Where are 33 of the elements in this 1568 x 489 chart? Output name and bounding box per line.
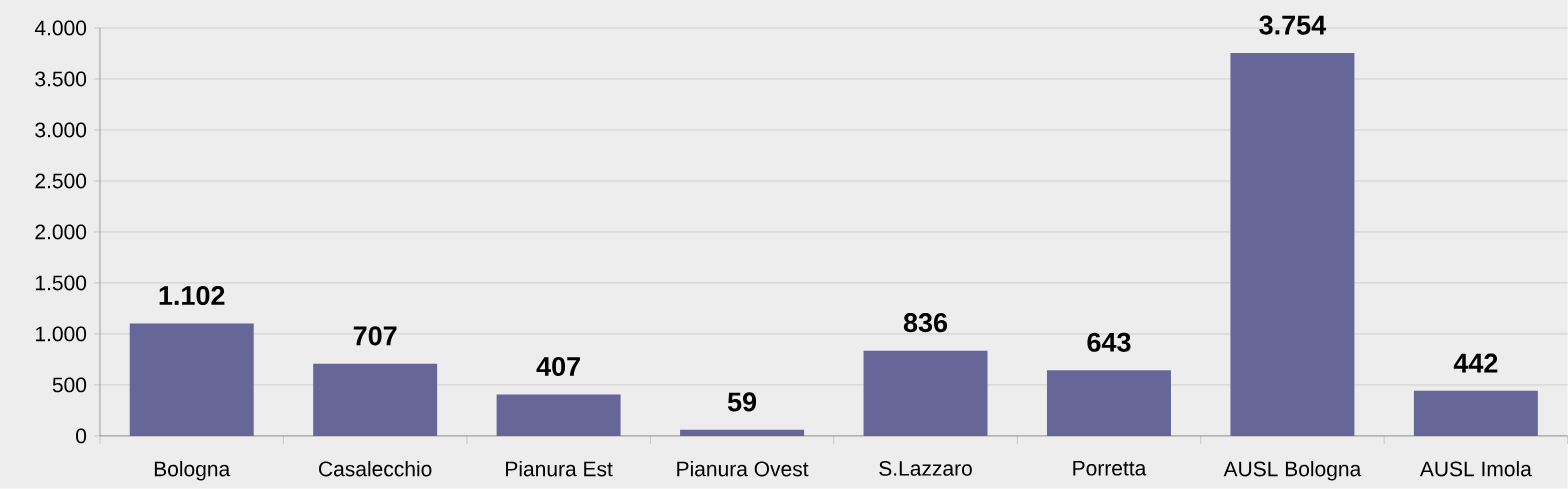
y-tick-label: 500 [52,377,87,393]
x-tick-label: AUSL Imola [1419,461,1532,477]
data-label: 836 [903,313,948,333]
y-tick-label: 4.000 [34,20,87,36]
data-label: 707 [353,326,397,346]
y-tick-label: 1.500 [35,275,87,291]
data-label: 1.102 [159,286,225,306]
data-label: 407 [536,356,580,377]
bar [1046,370,1171,436]
y-tick-label: 1.000 [35,326,87,342]
y-tick-label: 3.000 [35,122,87,138]
bar [1413,390,1538,436]
bar [1230,53,1355,436]
x-tick-label: Pianura Ovest [677,461,809,477]
y-tick-label: 2.500 [35,173,87,189]
bar [863,350,988,436]
x-tick-label: Casalecchio [319,461,432,477]
bar [313,363,438,436]
x-tick-label: S.Lazzaro [879,461,972,476]
data-label: 442 [1453,353,1498,373]
x-tick-label: Bologna [154,461,231,481]
y-tick-label: 3.500 [35,71,87,87]
y-tick-label: 0 [76,428,87,444]
bar [129,323,254,436]
x-tick-label: AUSL Bologna [1223,461,1362,481]
data-label: 3.754 [1259,15,1327,35]
data-label: 59 [727,392,757,412]
bar [680,429,805,436]
x-tick-label: Porretta [1073,461,1147,476]
y-tick-label: 2.000 [35,224,87,240]
data-label: 643 [1087,332,1131,352]
x-tick-label: Pianura Est [506,461,613,477]
bar [496,394,621,436]
